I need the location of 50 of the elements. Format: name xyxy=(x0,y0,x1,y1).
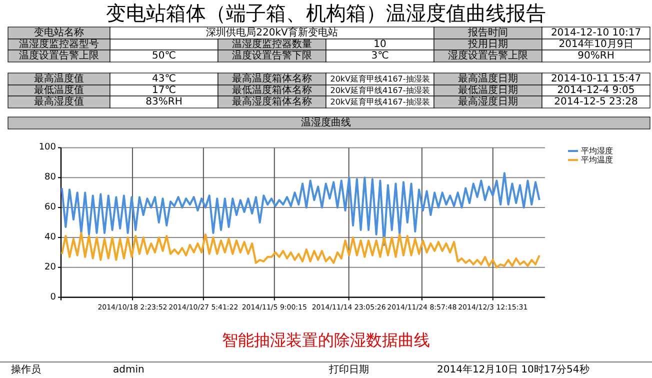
legend-label: 平均温度 xyxy=(581,156,613,164)
legend-label: 平均湿度 xyxy=(581,146,613,156)
cell: 最高湿度箱体名称 xyxy=(218,96,326,108)
cell: 温度设置告警下限 xyxy=(218,50,326,62)
cell: 深圳供电局220kV育新变电站 xyxy=(110,26,434,40)
cell: 20kV延育甲线4167-抽湿装 xyxy=(326,72,434,86)
cell: 50℃ xyxy=(110,50,218,62)
cell: 最高湿度日期 xyxy=(434,96,542,108)
cell: 2014-10-11 15:47 xyxy=(542,72,650,86)
cell: 17℃ xyxy=(110,84,218,96)
cell: 43℃ xyxy=(110,72,218,86)
cell: 2014年10月9日 xyxy=(542,38,650,50)
cell: 温湿度监控器型号 xyxy=(8,38,110,50)
cell: 10 xyxy=(326,38,434,50)
cell: 2014-12-10 10:17 xyxy=(542,26,650,40)
cell: 最高温度值 xyxy=(8,72,110,86)
text: admin xyxy=(113,364,144,376)
cell: 20kV延育甲线4167-抽湿装 xyxy=(326,96,434,108)
chart-subtitle: 温湿度曲线 xyxy=(301,116,351,128)
cell: 最低温度箱体名称 xyxy=(218,84,326,96)
cell: 湿度设置告警上限 xyxy=(434,50,542,62)
cell: 最低温度值 xyxy=(8,84,110,96)
cell: 最高温度日期 xyxy=(434,72,542,86)
cell: 最高湿度值 xyxy=(8,96,110,108)
cell: 温湿度监控器数量 xyxy=(218,38,326,50)
text: 操作员 xyxy=(11,364,41,376)
text: 智能抽湿装置的除湿数据曲线 xyxy=(222,330,430,350)
y-tick-label: 80 xyxy=(44,172,56,183)
cell: 20kV延育甲线4167-抽湿装 xyxy=(326,84,434,96)
y-tick-label: 0 xyxy=(50,292,56,302)
cell: 变电站名称 xyxy=(8,26,110,40)
chart-title: 变电站箱体（端子箱、机构箱）温湿度值曲线报告 xyxy=(106,1,546,25)
line-series xyxy=(60,172,540,246)
line-series xyxy=(60,232,540,268)
cell: 83%RH xyxy=(110,96,218,108)
y-tick-label: 40 xyxy=(44,232,56,242)
cell: 温度设置告警上限 xyxy=(8,50,110,62)
cell: 90%RH xyxy=(542,50,650,62)
cell: 报告时间 xyxy=(434,26,542,40)
cell: 最低温度日期 xyxy=(434,84,542,96)
y-tick-label: 100 xyxy=(38,142,56,153)
text: 打印日期 xyxy=(328,364,369,376)
y-tick-label: 60 xyxy=(44,202,56,213)
cell: 最高温度箱体名称 xyxy=(218,72,326,86)
cell: 2014-12-5 23:28 xyxy=(542,96,650,108)
cell: 2014-12-4 9:05 xyxy=(542,84,650,96)
text: 2014年12月10日 10时17分54秒 xyxy=(437,364,590,376)
cell: 3℃ xyxy=(326,50,434,62)
cell: 投用日期 xyxy=(434,38,542,50)
y-tick-label: 20 xyxy=(44,262,56,272)
